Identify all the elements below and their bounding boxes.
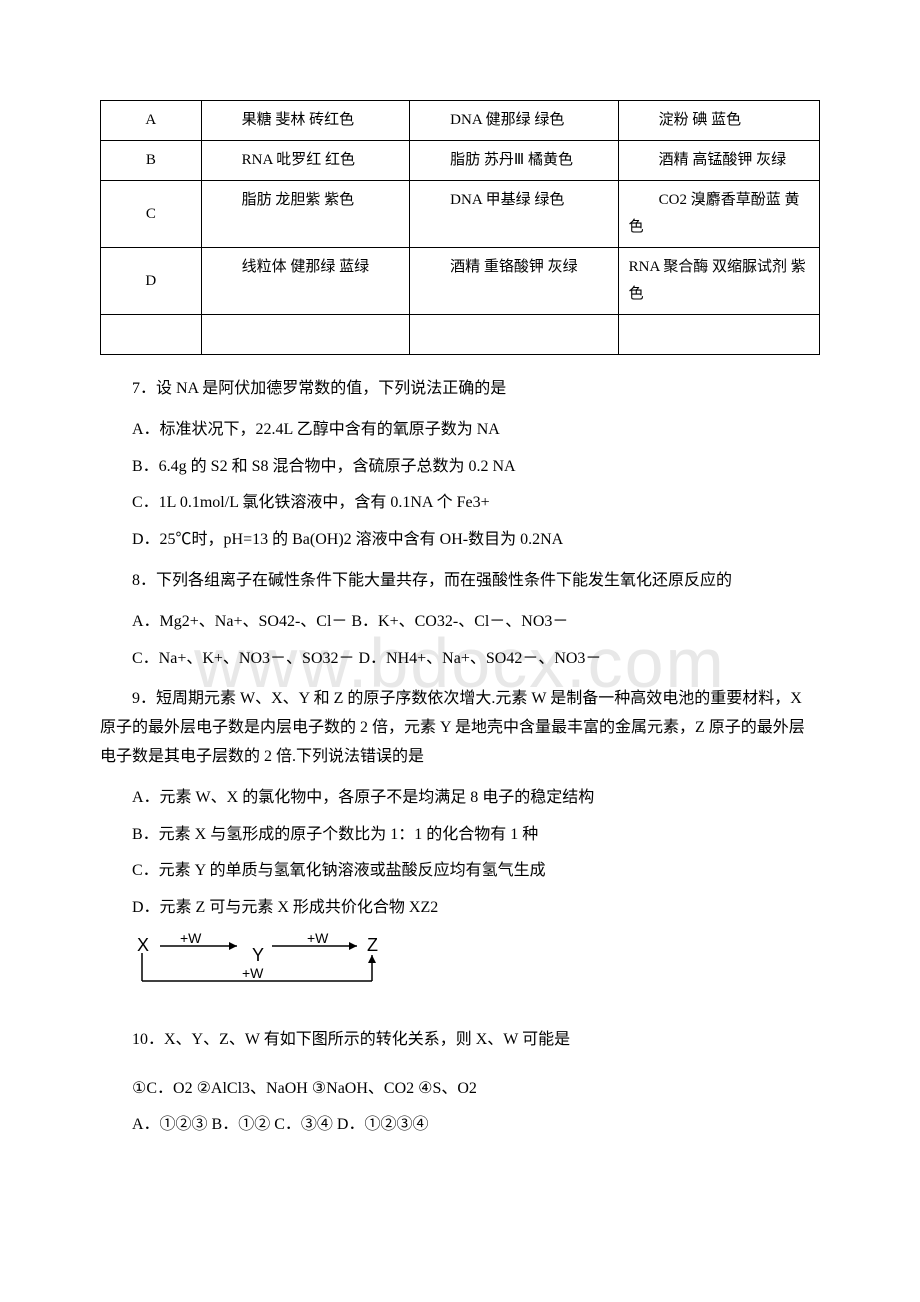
cell-a2: DNA 健那绿 绿色: [410, 101, 619, 141]
conversion-diagram: X +W Y +W Z +W: [132, 933, 820, 1014]
table-row: C 脂肪 龙胆紫 紫色 DNA 甲基绿 绿色 CO2 溴麝香草酚蓝 黄色: [101, 181, 820, 248]
cell-a1: 果糖 斐林 砖红色: [201, 101, 410, 141]
label-w1: +W: [180, 933, 202, 946]
row-label-c: C: [101, 181, 202, 248]
q7-text: 7．设 NA 是阿伏加德罗常数的值，下列说法正确的是: [100, 375, 820, 404]
arrowhead-icon: [368, 955, 376, 963]
row-label-a: A: [101, 101, 202, 141]
cell-b3: 酒精 高锰酸钾 灰绿: [618, 141, 819, 181]
cell-d1: 线粒体 健那绿 蓝绿: [201, 248, 410, 315]
q9-b: B．元素 X 与氢形成的原子个数比为 1：1 的化合物有 1 种: [100, 821, 820, 850]
empty-cell: [101, 315, 202, 355]
diagram-svg: X +W Y +W Z +W: [132, 933, 412, 1003]
arrowhead-icon: [229, 942, 237, 950]
empty-cell: [410, 315, 619, 355]
q10-text: 10．X、Y、Z、W 有如下图所示的转化关系，则 X、W 可能是: [100, 1026, 820, 1055]
q10-line2: A．①②③ B．①② C．③④ D．①②③④: [100, 1111, 820, 1140]
table-row: D 线粒体 健那绿 蓝绿 酒精 重铬酸钾 灰绿 RNA 聚合酶 双缩脲试剂 紫色: [101, 248, 820, 315]
cell-d3: RNA 聚合酶 双缩脲试剂 紫色: [618, 248, 819, 315]
q9-c: C．元素 Y 的单质与氢氧化钠溶液或盐酸反应均有氢气生成: [100, 857, 820, 886]
q7-b: B．6.4g 的 S2 和 S8 混合物中，含硫原子总数为 0.2 NA: [100, 453, 820, 482]
table-row-empty: [101, 315, 820, 355]
node-z: Z: [367, 935, 378, 955]
label-w3: +W: [242, 965, 264, 981]
cell-c3: CO2 溴麝香草酚蓝 黄色: [618, 181, 819, 248]
empty-cell: [201, 315, 410, 355]
cell-b1: RNA 吡罗红 红色: [201, 141, 410, 181]
table-row: A 果糖 斐林 砖红色 DNA 健那绿 绿色 淀粉 碘 蓝色: [101, 101, 820, 141]
table-row: B RNA 吡罗红 红色 脂肪 苏丹Ⅲ 橘黄色 酒精 高锰酸钾 灰绿: [101, 141, 820, 181]
q7-d: D．25℃时，pH=13 的 Ba(OH)2 溶液中含有 OH-数目为 0.2N…: [100, 526, 820, 555]
empty-cell: [618, 315, 819, 355]
cell-a3: 淀粉 碘 蓝色: [618, 101, 819, 141]
cell-c1: 脂肪 龙胆紫 紫色: [201, 181, 410, 248]
cell-c2: DNA 甲基绿 绿色: [410, 181, 619, 248]
q9-a: A．元素 W、X 的氯化物中，各原子不是均满足 8 电子的稳定结构: [100, 784, 820, 813]
q8-text: 8．下列各组离子在碱性条件下能大量共存，而在强酸性条件下能发生氧化还原反应的: [100, 567, 820, 596]
cell-d2: 酒精 重铬酸钾 灰绿: [410, 248, 619, 315]
q9-text: 9．短周期元素 W、X、Y 和 Z 的原子序数依次增大.元素 W 是制备一种高效…: [100, 685, 820, 771]
content-wrapper: A 果糖 斐林 砖红色 DNA 健那绿 绿色 淀粉 碘 蓝色 B RNA 吡罗红…: [100, 100, 820, 1140]
q7-c: C．1L 0.1mol/L 氯化铁溶液中，含有 0.1NA 个 Fe3+: [100, 489, 820, 518]
node-y: Y: [252, 945, 264, 965]
options-table: A 果糖 斐林 砖红色 DNA 健那绿 绿色 淀粉 碘 蓝色 B RNA 吡罗红…: [100, 100, 820, 355]
q8-ab: A．Mg2+、Na+、SO42-、Cl－ B．K+、CO32-、Cl－、NO3－: [100, 608, 820, 637]
q7-a: A．标准状况下，22.4L 乙醇中含有的氧原子数为 NA: [100, 416, 820, 445]
q8-text-span: 8．下列各组离子在碱性条件下能大量共存，而在强酸性条件下能发生氧化还原反应的: [132, 572, 732, 589]
row-label-d: D: [101, 248, 202, 315]
q10-line1: ①C．O2 ②AlCl3、NaOH ③NaOH、CO2 ④S、O2: [100, 1075, 820, 1104]
node-x: X: [137, 935, 149, 955]
cell-b2: 脂肪 苏丹Ⅲ 橘黄色: [410, 141, 619, 181]
arrowhead-icon: [349, 942, 357, 950]
q8-cd: C．Na+、K+、NO3－、SO32－ D．NH4+、Na+、SO42－、NO3…: [100, 645, 820, 674]
row-label-b: B: [101, 141, 202, 181]
label-w2: +W: [307, 933, 329, 946]
q9-d: D．元素 Z 可与元素 X 形成共价化合物 XZ2: [100, 894, 820, 923]
